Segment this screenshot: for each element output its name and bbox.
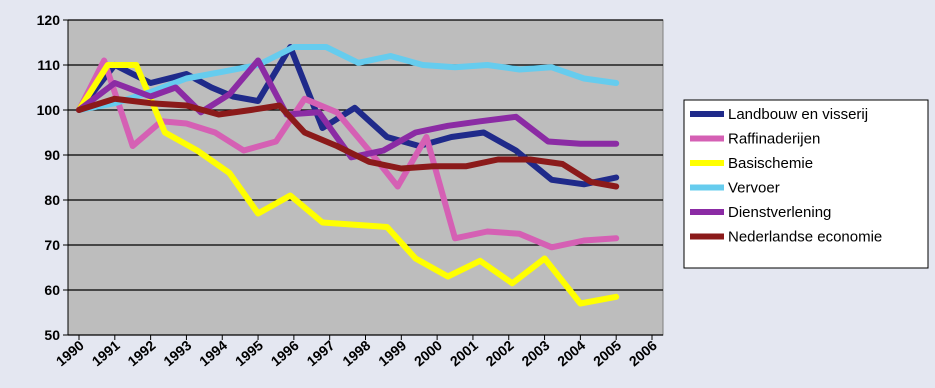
plot-area (67, 19, 664, 336)
y-tick-label: 70 (44, 237, 60, 253)
series-line-2 (76, 62, 620, 307)
y-tick-label: 60 (44, 282, 60, 298)
y-tick-label: 90 (44, 147, 60, 163)
series-line-5 (76, 95, 620, 190)
series-line-4 (76, 57, 620, 161)
y-tick-label: 120 (37, 12, 61, 28)
legend-label: Landbouw en visserij (728, 106, 868, 123)
legend-box (683, 99, 929, 269)
legend-label: Nederlandse economie (728, 229, 882, 246)
legend-label: Dienstverlening (728, 204, 831, 221)
legend-label: Basischemie (728, 155, 813, 172)
y-tick-label: 50 (44, 327, 60, 343)
y-tick-label: 100 (37, 102, 61, 118)
y-tick-label: 80 (44, 192, 60, 208)
legend-label: Raffinaderijen (728, 131, 820, 148)
legend-label: Vervoer (728, 180, 780, 197)
series-line-3 (76, 44, 620, 113)
y-tick-label: 110 (37, 57, 60, 73)
